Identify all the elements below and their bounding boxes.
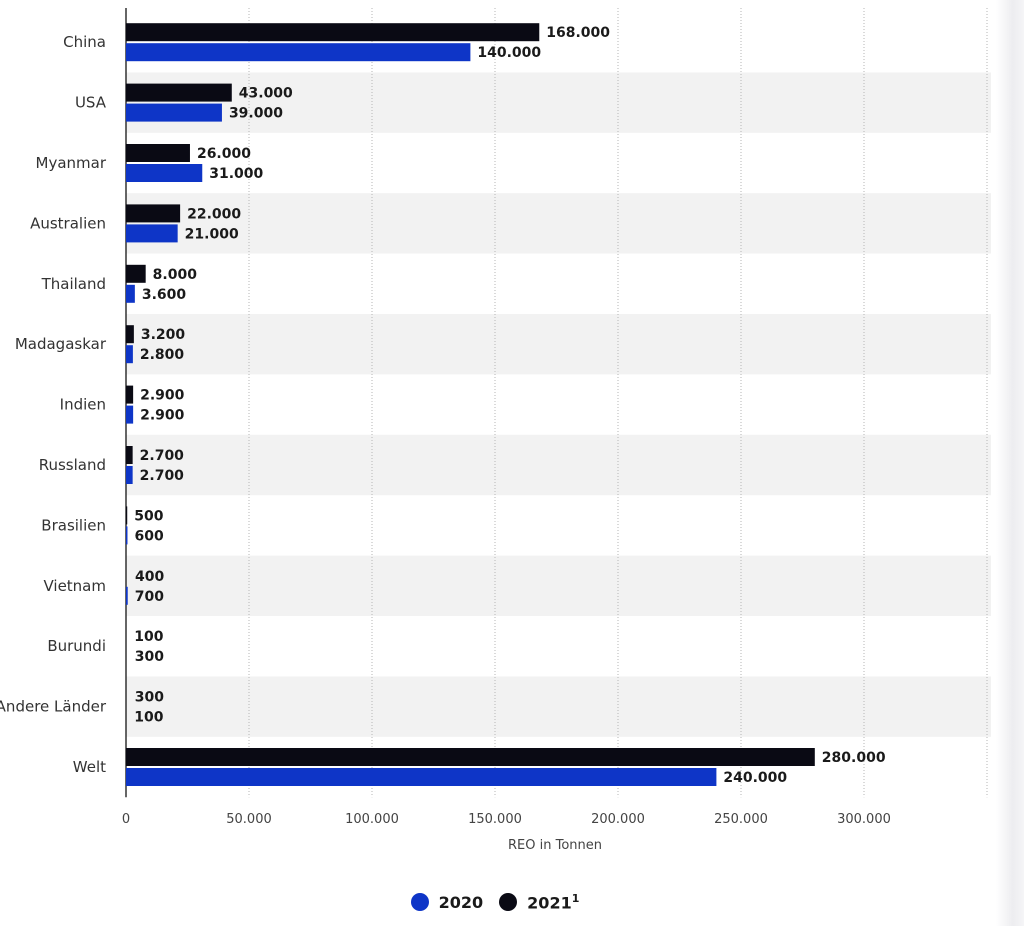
x-tick-label: 0 <box>122 812 130 827</box>
data-label-2020: 21.000 <box>185 226 239 242</box>
row-stripe <box>126 72 991 133</box>
category-label: USA <box>75 94 107 112</box>
data-label-2021: 400 <box>135 569 164 585</box>
data-label-2021: 168.000 <box>546 25 610 41</box>
data-label-2021: 3.200 <box>141 327 186 343</box>
data-label-2020: 3.600 <box>142 287 187 303</box>
x-tick-label: 100.000 <box>345 812 399 827</box>
data-label-2021: 2.900 <box>140 388 185 404</box>
category-label: China <box>63 33 106 51</box>
x-tick-label: 300.000 <box>837 812 891 827</box>
legend-item-2021[interactable]: 20211 <box>499 892 579 912</box>
bar-2021 <box>126 144 190 162</box>
row-stripe <box>126 314 991 375</box>
category-label: Brasilien <box>41 516 106 534</box>
category-label: Indien <box>60 396 106 414</box>
legend: 2020 20211 <box>0 892 990 912</box>
bar-2021 <box>126 748 815 766</box>
data-label-2021: 300 <box>135 690 164 706</box>
bar-2021 <box>126 23 540 42</box>
row-stripe <box>126 434 991 496</box>
data-label-2021: 22.000 <box>187 206 241 222</box>
data-label-2021: 26.000 <box>197 146 251 162</box>
data-label-2020: 2.700 <box>140 468 185 484</box>
data-label-2021: 8.000 <box>153 267 198 283</box>
category-label: Vietnam <box>43 577 106 595</box>
legend-label-2021-text: 2021 <box>527 893 572 913</box>
data-label-2020: 2.800 <box>140 347 185 363</box>
bar-2020 <box>126 284 135 303</box>
bar-2020 <box>126 224 178 243</box>
bar-2020 <box>126 345 133 364</box>
bar-2021 <box>126 325 134 344</box>
data-label-2021: 100 <box>134 629 163 645</box>
data-label-2021: 43.000 <box>239 86 293 102</box>
x-tick-label: 250.000 <box>714 812 768 827</box>
category-label: Myanmar <box>36 154 107 172</box>
bar-2020 <box>126 586 128 605</box>
x-tick-label: 200.000 <box>591 812 645 827</box>
category-label: Madagaskar <box>15 335 107 353</box>
legend-label-2021-footnote: 1 <box>571 892 580 905</box>
x-tick-label: 50.000 <box>226 812 272 827</box>
x-tick-label: 150.000 <box>468 812 522 827</box>
bar-2021 <box>126 446 133 464</box>
data-label-2021: 500 <box>134 508 163 524</box>
x-axis-title: REO in Tonnen <box>508 838 602 853</box>
bar-2021 <box>126 385 134 404</box>
bar-2020 <box>126 103 222 122</box>
row-stripe <box>126 555 991 616</box>
data-label-2020: 600 <box>134 528 163 544</box>
scroll-shadow <box>996 0 1024 926</box>
category-label: Burundi <box>47 637 106 655</box>
bar-2021 <box>126 204 181 223</box>
bar-2020 <box>126 43 471 62</box>
bar-2021 <box>126 506 128 525</box>
bar-2021 <box>126 264 146 283</box>
data-label-2020: 300 <box>135 649 164 665</box>
data-label-2020: 240.000 <box>723 770 787 786</box>
data-label-2020: 100 <box>134 710 163 726</box>
legend-marker-2021 <box>499 893 518 912</box>
row-stripe <box>126 676 991 737</box>
bar-2020 <box>126 164 203 182</box>
bar-2020 <box>126 526 128 545</box>
bar-2020 <box>126 405 134 424</box>
category-label: Australien <box>30 214 106 232</box>
legend-marker-2020 <box>410 893 429 912</box>
category-label: Welt <box>73 758 106 776</box>
bar-2020 <box>126 768 717 786</box>
category-label: Russland <box>39 456 106 474</box>
category-label: Andere Länder <box>0 698 107 716</box>
bar-chart: China 168.000 140.000 USA 43.000 39.000 Myanma… <box>0 8 991 853</box>
row-stripe <box>126 193 991 254</box>
legend-label-2021: 20211 <box>527 892 579 912</box>
data-label-2021: 280.000 <box>822 750 886 766</box>
legend-item-2020[interactable]: 2020 <box>410 892 484 912</box>
data-label-2020: 39.000 <box>229 106 283 122</box>
bar-2021 <box>126 83 232 102</box>
data-label-2020: 700 <box>135 589 164 605</box>
data-label-2020: 31.000 <box>209 166 263 182</box>
data-label-2020: 140.000 <box>477 45 541 61</box>
bar-2020 <box>126 466 133 484</box>
legend-label-2020: 2020 <box>438 892 484 912</box>
category-label: Thailand <box>41 275 106 293</box>
data-label-2021: 2.700 <box>140 448 185 464</box>
data-label-2020: 2.900 <box>140 408 185 424</box>
